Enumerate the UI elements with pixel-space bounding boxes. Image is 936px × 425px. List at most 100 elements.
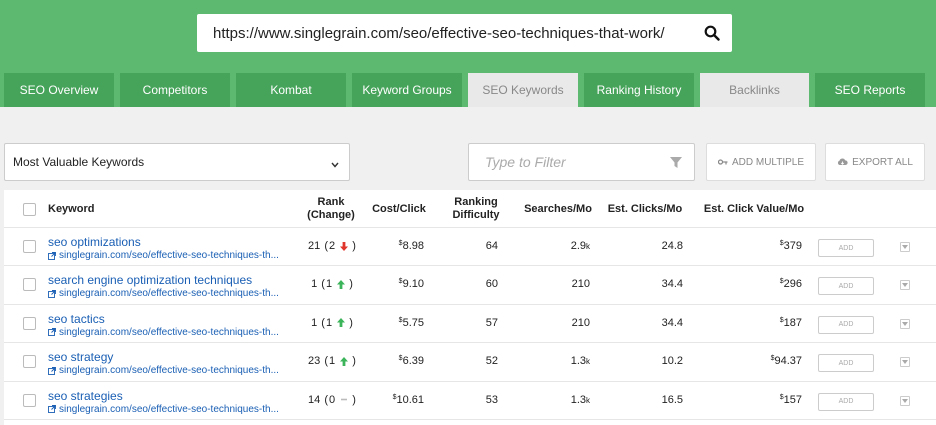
keyword-url[interactable]: singlegrain.com/seo/effective-seo-techni… — [48, 404, 279, 415]
filter-icon[interactable] — [670, 156, 682, 172]
keyword-link[interactable]: seo strategy — [48, 350, 114, 365]
searches-cell: 210 — [524, 278, 590, 290]
tab-label: Backlinks — [729, 83, 780, 97]
searches-value: 1.3 — [570, 393, 586, 406]
external-link-icon — [48, 251, 56, 260]
keyword-link[interactable]: seo strategies — [48, 388, 123, 403]
url-text: singlegrain.com/seo/effective-seo-techni… — [59, 403, 279, 415]
keyword-view-select[interactable]: Most Valuable Keywords — [4, 143, 350, 181]
table-row: seo strategies singlegrain.com/seo/effect… — [4, 382, 936, 420]
rank-cell: 1 (1 ) — [311, 316, 353, 329]
header-clicks[interactable]: Est. Clicks/Mo — [607, 203, 683, 215]
row-menu-caret[interactable] — [900, 318, 910, 329]
rank-change: 1 — [325, 278, 333, 291]
difficulty-value: 57 — [485, 316, 498, 329]
cost-currency: $ — [398, 355, 403, 363]
difficulty-value: 53 — [485, 393, 498, 406]
tab-seo-overview[interactable]: SEO Overview — [4, 73, 114, 107]
caret-down-icon — [902, 321, 908, 326]
rank-change: 1 — [329, 355, 336, 368]
add-button[interactable]: ADD — [818, 354, 874, 373]
row-checkbox[interactable] — [23, 355, 36, 369]
add-button[interactable]: ADD — [818, 315, 874, 334]
rank-cell: 21 (2 ) — [308, 240, 356, 252]
row-checkbox[interactable] — [23, 316, 36, 330]
url-input[interactable]: https://www.singlegrain.com/seo/effectiv… — [213, 24, 665, 42]
arrow-down-icon — [340, 241, 349, 251]
searches-cell: 1.3k — [524, 355, 590, 367]
tab-kombat[interactable]: Kombat — [236, 73, 346, 107]
header-cost[interactable]: Cost/Click — [372, 203, 426, 215]
keyword-link[interactable]: seo tactics — [48, 311, 105, 326]
row-menu-caret[interactable] — [900, 242, 910, 252]
tab-backlinks[interactable]: Backlinks — [700, 73, 809, 107]
searches-value: 210 — [571, 316, 590, 329]
header-searches[interactable]: Searches/Mo — [524, 203, 592, 215]
cost-cell: $9.10 — [366, 278, 424, 290]
header-rank[interactable]: Rank (Change) — [302, 196, 360, 222]
rank-change: 0 — [329, 393, 336, 406]
table-header: Keyword Rank (Change) Cost/Click Ranking… — [4, 190, 936, 228]
tab-keyword-groups[interactable]: Keyword Groups — [352, 73, 462, 107]
cost-currency: $ — [398, 240, 403, 247]
arrow-up-icon — [337, 279, 346, 289]
value-currency: $ — [779, 278, 784, 286]
keyword-url[interactable]: singlegrain.com/seo/effective-seo-techni… — [48, 327, 279, 338]
caret-down-icon — [902, 283, 908, 288]
row-checkbox[interactable] — [23, 278, 36, 292]
url-text: singlegrain.com/seo/effective-seo-techni… — [59, 365, 279, 377]
tab-label: Kombat — [270, 83, 312, 97]
filter-placeholder: Type to Filter — [485, 154, 566, 170]
searches-unit: k — [586, 357, 590, 367]
filter-input[interactable]: Type to Filter — [468, 143, 695, 181]
row-menu-caret[interactable] — [900, 395, 910, 406]
clicks-value: 34.4 — [661, 316, 683, 329]
header-click-value[interactable]: Est. Click Value/Mo — [703, 203, 805, 215]
external-link-icon — [48, 328, 56, 337]
click-value-cell: $94.37 — [704, 355, 802, 367]
searches-cell: 2.9k — [524, 240, 590, 252]
keyword-link[interactable]: seo optimizations — [48, 235, 141, 249]
header-keyword[interactable]: Keyword — [48, 203, 95, 215]
tab-ranking-history[interactable]: Ranking History — [584, 73, 694, 107]
url-text: singlegrain.com/seo/effective-seo-techni… — [59, 288, 279, 300]
row-menu-caret[interactable] — [900, 280, 910, 291]
external-link-icon — [48, 366, 56, 375]
select-all-checkbox[interactable] — [23, 203, 36, 216]
tab-seo-reports[interactable]: SEO Reports — [815, 73, 925, 107]
value-currency: $ — [779, 240, 784, 247]
caret-down-icon — [902, 245, 908, 249]
click-value: 157 — [783, 393, 802, 406]
tab-competitors[interactable]: Competitors — [120, 73, 230, 107]
search-icon[interactable] — [692, 14, 732, 52]
cost-cell: $10.61 — [366, 394, 424, 406]
rank-value: 21 — [308, 240, 321, 252]
add-button[interactable]: ADD — [818, 277, 874, 296]
keyword-url[interactable]: singlegrain.com/seo/effective-seo-techni… — [48, 288, 279, 299]
add-multiple-label: ADD MULTIPLE — [731, 156, 805, 168]
rank-cell: 23 (1 ) — [308, 355, 356, 368]
tab-label: SEO Keywords — [482, 83, 564, 97]
keyword-url[interactable]: singlegrain.com/seo/effective-seo-techni… — [48, 250, 279, 261]
header-difficulty[interactable]: Ranking Difficulty — [442, 196, 510, 222]
add-multiple-button[interactable]: ADD MULTIPLE — [706, 143, 816, 181]
add-button[interactable]: ADD — [818, 392, 874, 411]
keyword-link[interactable]: search engine optimization techniques — [48, 273, 253, 288]
url-search-bar[interactable]: https://www.singlegrain.com/seo/effectiv… — [197, 14, 732, 52]
row-menu-caret[interactable] — [900, 357, 910, 368]
row-checkbox[interactable] — [23, 240, 36, 253]
cost-cell: $6.39 — [366, 355, 424, 367]
tab-label: Ranking History — [596, 83, 682, 97]
tab-seo-keywords[interactable]: SEO Keywords — [468, 73, 578, 107]
export-all-button[interactable]: EXPORT ALL — [825, 143, 925, 181]
rank-value: 23 — [308, 355, 321, 368]
click-value-cell: $157 — [704, 394, 802, 406]
cost-cell: $8.98 — [366, 240, 424, 252]
table-row: search engine optimization techniques sin… — [4, 266, 936, 305]
row-checkbox[interactable] — [23, 393, 36, 407]
external-link-icon — [48, 289, 56, 298]
cost-value: 5.75 — [402, 316, 424, 329]
cost-currency: $ — [392, 393, 397, 401]
add-button[interactable]: ADD — [818, 239, 874, 257]
keyword-url[interactable]: singlegrain.com/seo/effective-seo-techni… — [48, 365, 279, 376]
